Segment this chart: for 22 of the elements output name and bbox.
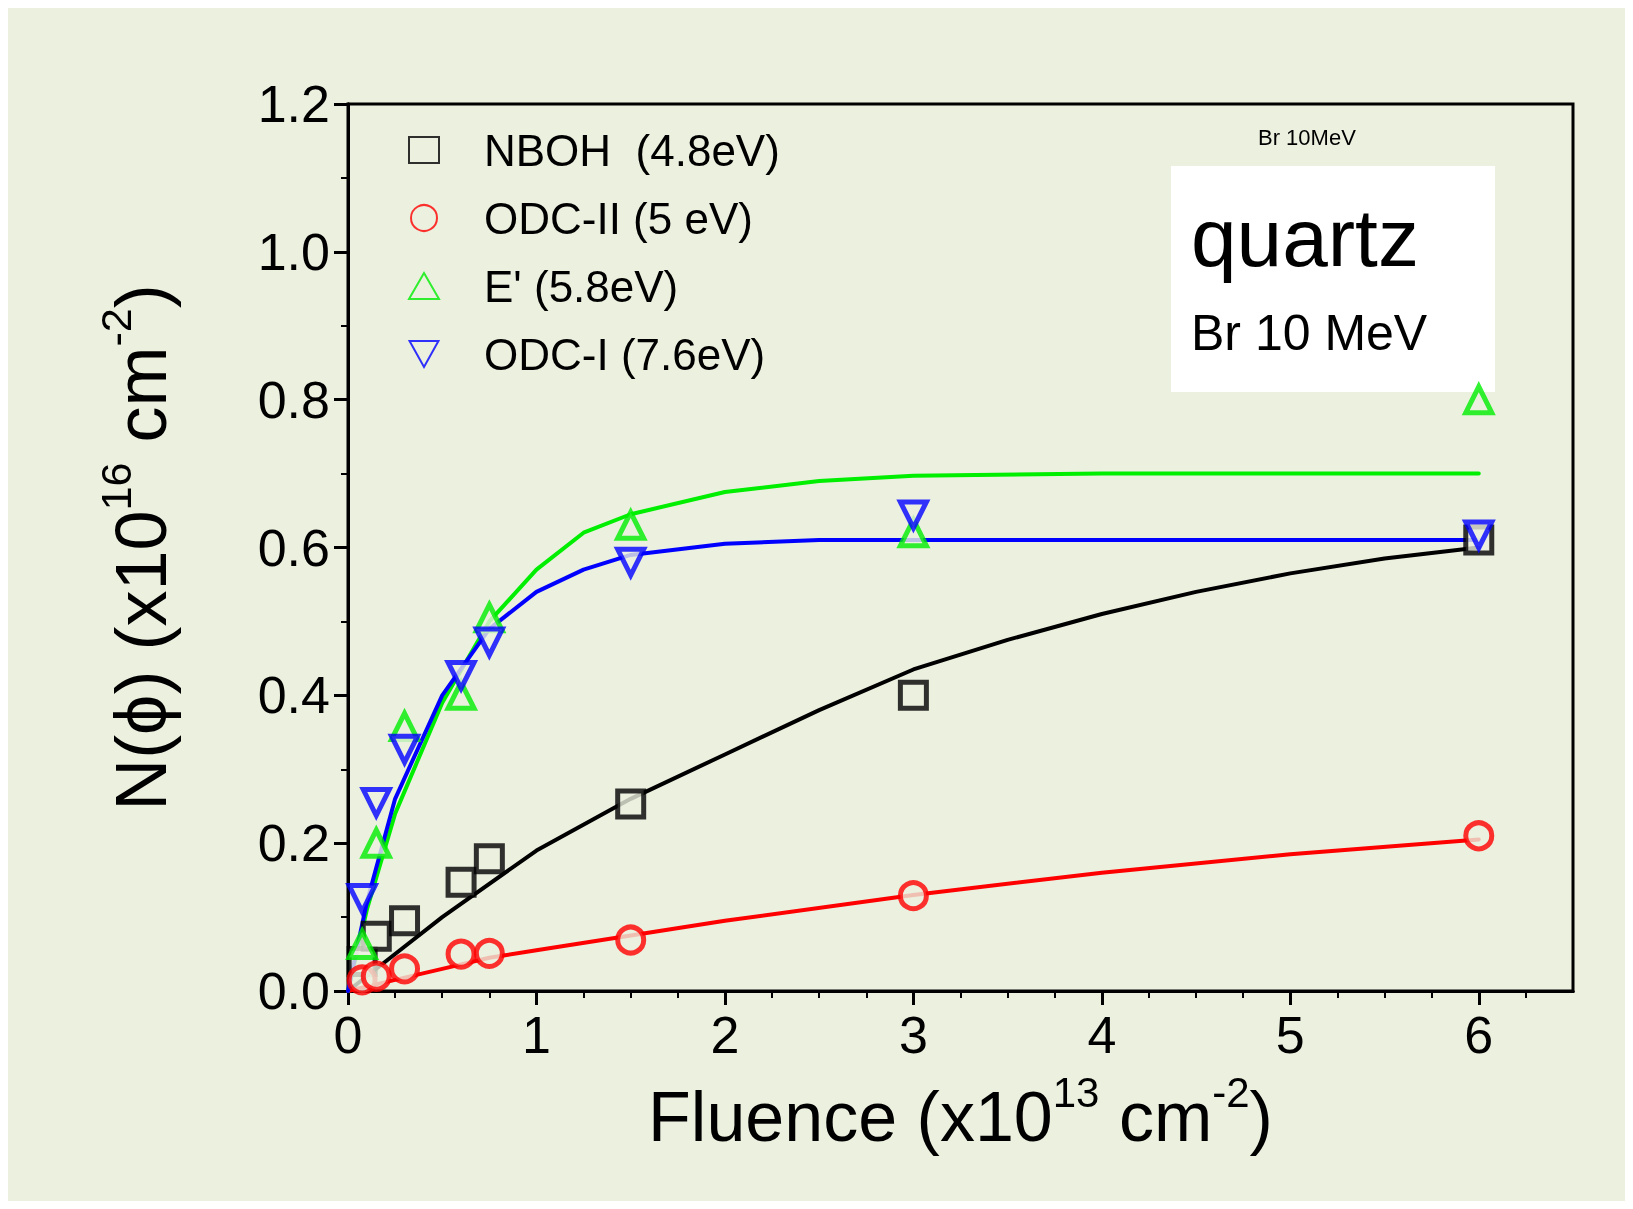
y-tick-label: 1.2: [257, 75, 330, 133]
y-axis-title: N(ϕ) (x1016 cm-2): [92, 284, 182, 811]
x-tick-label: 5: [1275, 1006, 1305, 1064]
legend-label: E' (5.8eV): [484, 261, 679, 311]
x-tick-label: 2: [710, 1006, 740, 1064]
x-tick-label: 1: [522, 1006, 551, 1064]
x-tick-label: 6: [1464, 1006, 1494, 1064]
y-tick-label: 1.0: [257, 222, 330, 281]
annotation: Br 10MeV: [1258, 124, 1357, 150]
annotation: quartz: [1191, 191, 1419, 283]
legend-label: ODC-I (7.6eV): [484, 329, 766, 379]
y-tick-label: 0.2: [257, 814, 330, 873]
legend-label: ODC-II (5 eV): [484, 193, 753, 243]
y-tick-label: 0.4: [257, 666, 330, 725]
legend-label: NBOH (4.8eV): [484, 125, 780, 175]
x-tick-label: 3: [898, 1006, 928, 1064]
x-tick-label: 4: [1087, 1006, 1117, 1064]
y-tick-label: 0.6: [257, 518, 330, 577]
y-tick-label: 0.0: [257, 962, 330, 1020]
annotation: Br 10 MeV: [1191, 305, 1428, 361]
x-tick-label: 0: [333, 1006, 363, 1064]
y-tick-label: 0.8: [257, 370, 330, 429]
